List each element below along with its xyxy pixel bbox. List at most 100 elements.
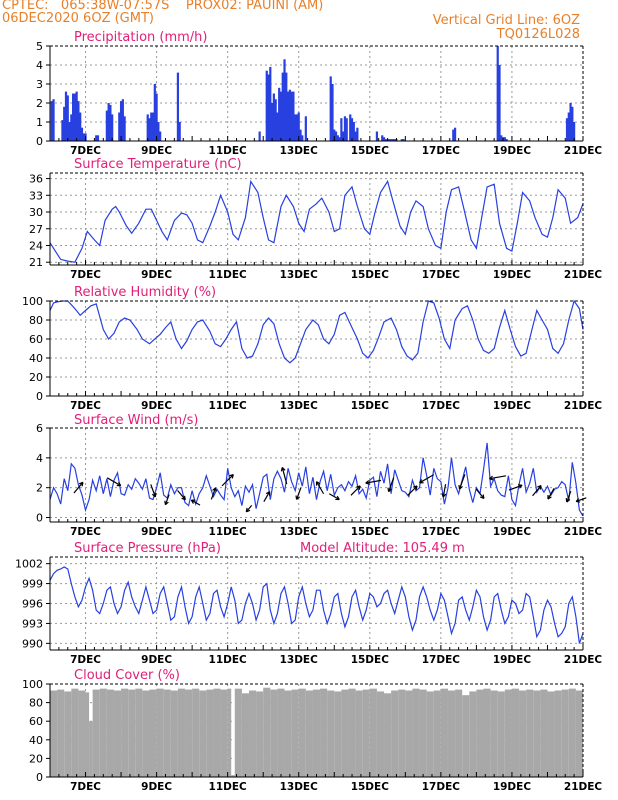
- wind-arrow: [315, 481, 325, 495]
- precip-bar: [294, 114, 297, 141]
- precip-bar: [573, 122, 576, 141]
- x-tick-label: 11DEC: [209, 145, 248, 157]
- x-tick-label: 13DEC: [280, 269, 319, 281]
- x-tick-label: 21DEC: [564, 781, 603, 793]
- precip-bar: [270, 103, 274, 141]
- y-tick-label: 100: [22, 678, 43, 691]
- x-tick-label: 19DEC: [493, 781, 532, 793]
- precip-bar: [565, 118, 569, 141]
- precip-bar: [304, 116, 307, 141]
- y-tick-label: 20: [29, 371, 43, 384]
- y-tick-label: 33: [29, 189, 43, 202]
- y-tick-label: 60: [29, 715, 43, 728]
- precip-bar: [176, 72, 180, 141]
- precip-bar: [333, 129, 336, 141]
- precip-bar: [109, 104, 112, 141]
- y-tick-label: 80: [29, 314, 43, 327]
- y-tick-label: 996: [22, 598, 43, 611]
- precip-bar: [265, 70, 268, 141]
- cloud-cover-bar: [341, 689, 349, 777]
- pres-chart: Surface Pressure (hPa) Model Altitude: 10…: [15, 541, 602, 666]
- precip-bar: [146, 114, 149, 141]
- precip-bar: [334, 131, 338, 141]
- cloud-cover-bar: [177, 688, 186, 777]
- y-tick-label: 80: [29, 697, 43, 710]
- x-tick-label: 13DEC: [280, 145, 319, 157]
- cloud-cover-bar: [455, 689, 463, 777]
- y-tick-label: 21: [29, 256, 43, 269]
- y-tick-label: 0: [36, 135, 43, 148]
- precip-bar: [68, 122, 71, 141]
- precip-bar: [105, 110, 108, 141]
- cloud-cover-bar: [526, 689, 534, 777]
- cloud-cover-bar: [50, 690, 58, 777]
- precip-bar: [71, 93, 75, 141]
- cloud-cover-bar: [362, 689, 370, 777]
- precip-bar: [148, 118, 151, 141]
- precip-bar: [345, 118, 348, 141]
- precip-bar: [73, 93, 76, 141]
- cloud-cover-bar: [199, 690, 207, 777]
- x-tick-label: 7DEC: [70, 145, 101, 157]
- wind-arrow: [350, 485, 361, 496]
- wind-arrow: [407, 485, 418, 496]
- cloud-cover-bar: [384, 693, 392, 777]
- y-tick-label: 4: [36, 452, 43, 465]
- x-tick-label: 7DEC: [70, 654, 101, 666]
- precip-bar: [354, 131, 357, 141]
- precip-bar: [70, 114, 73, 141]
- precip-bar: [80, 127, 84, 141]
- cloud-cover-bar: [213, 688, 221, 777]
- cloud-cover-bar: [241, 693, 249, 777]
- y-tick-label: 5: [36, 40, 43, 53]
- precip-chart: Precipitation (mm/h) 0 1 2 3 4 5 7DEC 9DEC 11DEC 1…: [36, 30, 602, 157]
- wind-arrow: [547, 487, 555, 500]
- precip-bar: [400, 139, 403, 141]
- cloud-cover-bar: [334, 691, 342, 777]
- x-tick-label: 13DEC: [280, 400, 319, 412]
- precip-bar: [384, 139, 387, 141]
- x-tick-label: 21DEC: [564, 654, 603, 666]
- precip-bar: [571, 106, 574, 141]
- y-tick-label: 0: [36, 771, 43, 784]
- cloud-cover-bar: [440, 688, 448, 777]
- pres-annotation: Model Altitude: 105.49 m: [300, 541, 465, 556]
- precip-bar: [393, 139, 396, 141]
- precip-bar: [278, 87, 281, 141]
- precip-bar: [111, 114, 114, 141]
- cloud-cover-bar: [369, 688, 377, 777]
- precip-bar: [79, 112, 82, 141]
- y-tick-label: 40: [29, 352, 43, 365]
- cloud-cover-bar: [391, 690, 399, 777]
- pres-title: Surface Pressure (hPa): [74, 541, 221, 556]
- precip-bar: [350, 118, 354, 141]
- cloud-cover-bar: [78, 690, 86, 777]
- cloud-cover-bar: [398, 689, 406, 777]
- cloud-cover-bar: [511, 688, 520, 777]
- y-tick-label: 24: [29, 239, 43, 252]
- rh-title: Relative Humidity (%): [74, 285, 216, 300]
- cloud-cover-bar: [57, 689, 65, 777]
- x-tick-label: 11DEC: [209, 526, 248, 538]
- wind-arrow: [508, 484, 523, 491]
- precip-bar: [290, 91, 293, 141]
- y-tick-label: 100: [22, 295, 43, 308]
- precip-bar: [496, 46, 499, 141]
- x-tick-label: 15DEC: [351, 654, 390, 666]
- y-tick-label: 1: [36, 116, 43, 129]
- cloud-cover-bar: [170, 690, 178, 777]
- y-tick-label: 30: [29, 206, 43, 219]
- precip-bar: [453, 127, 457, 141]
- cloud-cover-bar: [376, 691, 385, 777]
- precip-bar: [52, 99, 55, 141]
- precip-bar: [288, 89, 291, 141]
- precip-bar: [295, 114, 299, 141]
- cloud-cover-bar: [575, 690, 583, 777]
- precip-bar: [301, 135, 304, 141]
- precip-bar: [285, 72, 288, 141]
- precip-bar: [500, 135, 503, 141]
- x-tick-label: 9DEC: [141, 526, 172, 538]
- wind-arrow: [245, 504, 253, 513]
